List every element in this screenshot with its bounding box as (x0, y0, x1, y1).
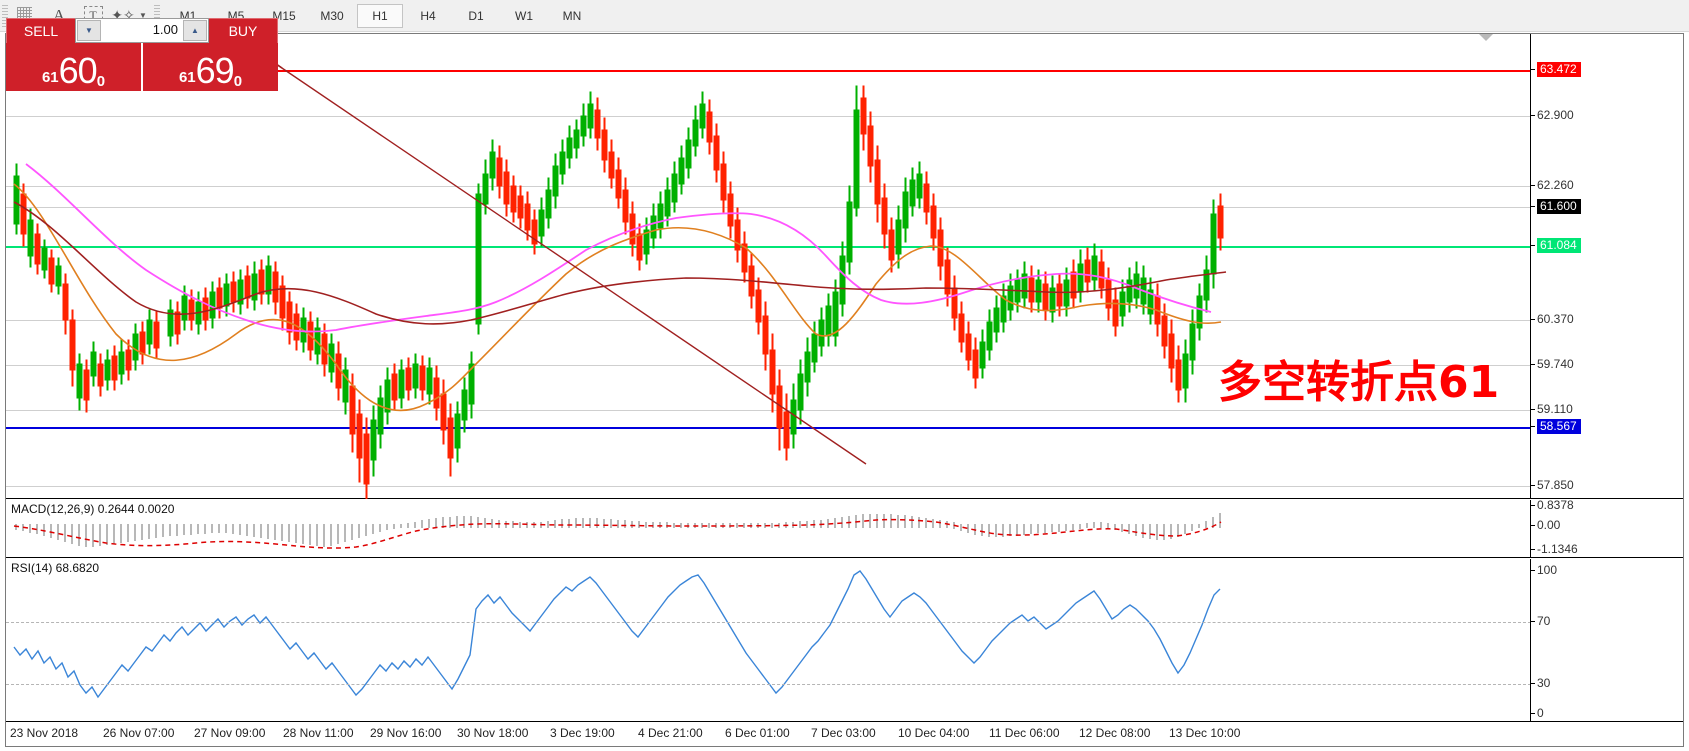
x-tick-7: 4 Dec 21:00 (638, 726, 703, 740)
volume-input-group[interactable]: ▼ 1.00 ▲ (75, 18, 209, 43)
timeframe-m30[interactable]: M30 (320, 8, 344, 23)
downtrend-trendline (275, 63, 867, 465)
x-tick-9: 7 Dec 03:00 (811, 726, 876, 740)
gridline-62900 (6, 116, 1531, 117)
sell-price-prefix: 61 (41, 69, 59, 86)
rsi-y-axis[interactable]: 100 70 30 0 (1530, 559, 1683, 721)
rsi-level-70 (6, 622, 1531, 623)
time-x-axis[interactable]: 23 Nov 2018 26 Nov 07:00 27 Nov 09:00 28… (6, 723, 1683, 745)
volume-increment-icon[interactable]: ▲ (183, 20, 207, 41)
volume-input[interactable]: 1.00 (152, 22, 178, 37)
rsi-level-30 (6, 684, 1531, 685)
ma-darkred-line (13, 201, 1227, 325)
x-tick-8: 6 Dec 01:00 (725, 726, 790, 740)
x-tick-0: 23 Nov 2018 (10, 726, 79, 740)
gridline-57850 (6, 486, 1531, 487)
x-tick-5: 30 Nov 18:00 (457, 726, 529, 740)
volume-decrement-icon[interactable]: ▼ (77, 20, 101, 41)
price-y-axis[interactable]: 63.472 62.900 62.260 61.600 61.084 60.37… (1530, 34, 1683, 498)
x-tick-11: 11 Dec 06:00 (989, 726, 1060, 740)
sell-price-fraction: 0 (96, 73, 106, 90)
trade-panel-prices: 61 60 0 61 69 0 (6, 43, 278, 91)
price-series-svg (13, 35, 1227, 499)
timeframe-d1[interactable]: D1 (468, 8, 484, 23)
toolbar-drag-handle[interactable] (2, 4, 8, 27)
chart-container[interactable]: ▲UKOil-,H1 61.660 61.690 61.600 61.600 (5, 33, 1684, 747)
x-tick-12: 12 Dec 08:00 (1079, 726, 1151, 740)
timeframe-m15[interactable]: M15 (272, 8, 296, 23)
x-tick-10: 10 Dec 04:00 (898, 726, 970, 740)
macd-label: MACD(12,26,9) 0.2644 0.0020 (11, 502, 175, 516)
x-tick-1: 26 Nov 07:00 (103, 726, 175, 740)
timeframe-h4[interactable]: H4 (420, 8, 436, 23)
chart-annotation-text[interactable]: 多空转折点61 (1218, 357, 1500, 408)
buy-price-display[interactable]: 61 69 0 (143, 43, 278, 91)
x-tick-2: 27 Nov 09:00 (194, 726, 266, 740)
support-line-58567[interactable] (6, 427, 1531, 429)
x-tick-13: 13 Dec 10:00 (1169, 726, 1241, 740)
sell-price-display[interactable]: 61 60 0 (6, 43, 143, 91)
chart-collapse-caret-icon[interactable] (1479, 34, 1493, 41)
timeframe-mn[interactable]: MN (562, 8, 582, 23)
toolbar-separator (154, 4, 160, 27)
buy-button[interactable]: BUY (209, 18, 278, 43)
one-click-trading-panel[interactable]: SELL ▼ 1.00 ▲ BUY 61 60 0 61 69 0 (6, 18, 278, 91)
rsi-label: RSI(14) 68.6820 (11, 561, 100, 575)
rsi-series-svg (13, 570, 1221, 699)
buy-price-fraction: 0 (233, 73, 243, 90)
trade-panel-header: SELL ▼ 1.00 ▲ BUY (6, 18, 278, 43)
pivot-line-61084[interactable] (6, 246, 1531, 248)
timeframe-h1[interactable]: H1 (357, 3, 403, 28)
gridline-60370 (6, 320, 1531, 321)
ma-orange-line (13, 183, 1222, 412)
sell-button[interactable]: SELL (6, 18, 75, 43)
rsi-line (13, 570, 1221, 699)
current-price-gridline (6, 207, 1531, 208)
objects-dropdown-icon[interactable]: ▼ (139, 11, 147, 20)
gridline-62260 (6, 186, 1531, 187)
gridline-59110 (6, 410, 1531, 411)
macd-series-svg (13, 513, 1222, 549)
rsi-pane[interactable]: RSI(14) 68.6820 100 70 30 0 (6, 559, 1683, 722)
x-tick-6: 3 Dec 19:00 (550, 726, 615, 740)
macd-signal-line (13, 518, 1222, 549)
macd-y-axis[interactable]: 0.8378 0.00 -1.1346 (1530, 498, 1683, 557)
sell-price-main: 60 (58, 50, 98, 91)
buy-price-prefix: 61 (178, 69, 196, 86)
buy-price-main: 69 (195, 50, 235, 91)
price-pane[interactable]: ▲UKOil-,H1 61.660 61.690 61.600 61.600 (6, 34, 1683, 499)
macd-pane[interactable]: MACD(12,26,9) 0.2644 0.0020 (6, 498, 1683, 558)
timeframe-w1[interactable]: W1 (515, 8, 533, 23)
x-tick-3: 28 Nov 11:00 (283, 726, 354, 740)
x-tick-4: 29 Nov 16:00 (370, 726, 442, 740)
